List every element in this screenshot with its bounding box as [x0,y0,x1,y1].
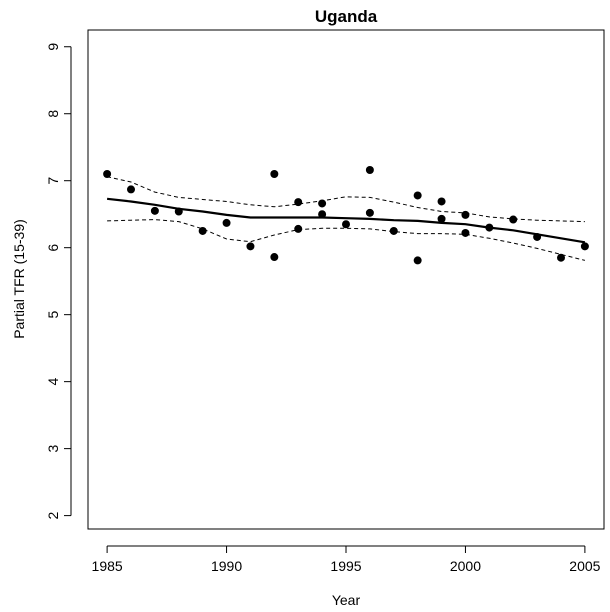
data-point [127,185,135,194]
data-point [413,256,422,265]
confidence-band-lines [106,176,586,261]
x-axis: 1985 1990 1995 2000 2005 [92,545,601,574]
y-axis-title: Partial TFR (15-39) [11,219,27,339]
data-point [461,210,470,219]
y-tick-label: 5 [45,311,61,319]
data-point [150,206,159,215]
y-tick-label: 2 [45,512,61,520]
data-points [103,165,589,265]
data-point [365,165,374,174]
chart-title: Uganda [315,7,378,26]
y-tick-label: 6 [45,244,61,252]
data-point [342,220,350,229]
data-point [318,210,327,219]
trend-line-group [106,197,586,244]
trend-line [106,197,586,244]
y-tick-label: 4 [45,378,61,386]
data-point [389,226,398,235]
data-point [246,242,255,251]
x-tick-label: 2000 [450,558,481,574]
y-tick-label: 9 [45,43,61,51]
data-point [294,224,303,233]
x-tick-label: 1995 [330,558,361,574]
plot-frame [87,29,605,530]
data-point [580,242,589,251]
data-point [365,208,374,217]
lower-band-line [107,219,586,261]
data-point [533,232,542,241]
data-point [485,223,494,232]
y-tick-label: 8 [45,110,61,118]
data-point [437,214,446,223]
data-point [270,170,279,179]
x-tick-label: 2005 [569,558,600,574]
x-tick-label: 1990 [211,558,242,574]
data-point [557,253,565,262]
data-point [174,207,183,216]
data-point [413,191,422,200]
data-point [198,226,207,235]
data-point [318,199,327,208]
data-point [461,228,470,237]
y-tick-label: 3 [45,445,61,453]
y-tick-label: 7 [45,177,61,185]
data-point [103,170,112,179]
data-point [270,253,279,262]
x-tick-label: 1985 [92,558,123,574]
x-axis-title: Year [332,592,361,608]
data-point [222,218,231,227]
y-axis: 2 3 4 5 6 7 8 9 [45,43,72,520]
data-point [509,215,518,224]
data-point [294,198,303,207]
data-point [437,197,446,206]
